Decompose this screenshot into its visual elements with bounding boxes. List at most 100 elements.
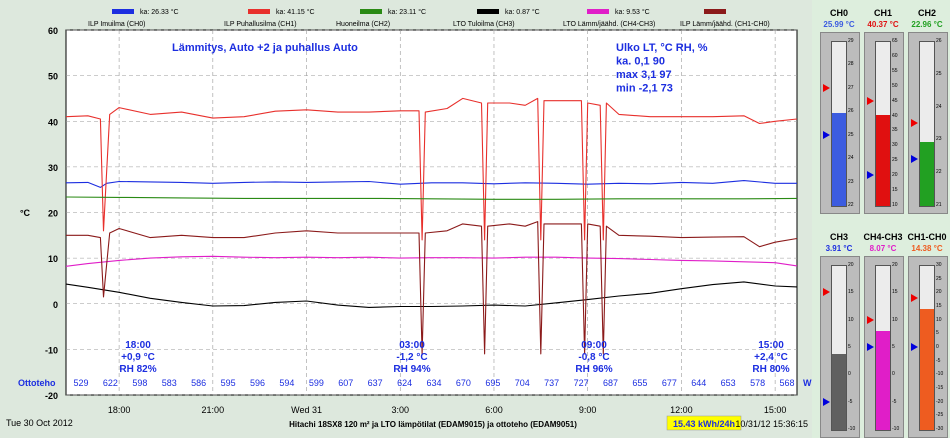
legend-swatch [704,9,726,14]
ottoteho-value: 704 [515,378,530,388]
y-tick-label: 40 [48,117,58,127]
gauge-tick-label: 0 [892,371,895,378]
legend-average: ka: 9.53 °C [615,8,650,16]
y-tick-label: -20 [45,391,58,401]
gauge-tick-label: -10 [936,371,944,378]
gauge-name: CH3 [829,232,848,242]
ottoteho-value: 529 [73,378,88,388]
series-line [65,281,798,308]
ottoteho-value: 568 [779,378,794,388]
gauge-tick-label: 15 [936,303,942,309]
gauge-tick-label: 5 [892,344,895,350]
min-marker-icon [823,397,830,406]
max-marker-icon [911,293,918,302]
ottoteho-value: 596 [250,378,265,388]
annotation-text: 18:00 [125,340,151,351]
ottoteho-value: 727 [574,378,589,388]
legend-swatch [587,9,609,14]
gauge-value: 3.91 °C [825,244,853,253]
gauge-tick-label: 40 [892,112,898,119]
gauge-fill [876,115,890,206]
gauge-tube [831,265,847,431]
gauge-frame: 20 15 10 5 0 -5 -10 [820,256,860,438]
gauge-tick-label: -5 [936,357,941,364]
gauge-tick-label: -5 [892,398,897,405]
max-marker-icon [823,288,830,297]
gauge-tick-label: 0 [936,344,939,350]
y-tick-label: 0 [53,300,58,310]
ottoteho-value: 583 [162,378,177,388]
gauge-tick-label: 10 [892,202,898,208]
ottoteho-value: 677 [662,378,677,388]
gauge-value: 8.07 °C [869,244,897,253]
legend-average: ka: 0.87 °C [505,8,540,16]
gauge-tick-label: 55 [892,67,898,74]
gauge-value: 40.37 °C [867,20,899,29]
ottoteho-value: 644 [691,378,706,388]
annotation-text: RH 80% [752,364,789,375]
gauge-tick-label: 27 [848,84,854,91]
gauge-fill [920,308,934,430]
y-tick-label: 30 [48,163,58,173]
min-marker-icon [823,130,830,139]
temperature-chart: -20 -10 0 10 20 30 40 50 60 18:00 21:00 Wed 31 3:00 6… [6,8,812,431]
legend-average: ka: 23.11 °C [388,8,426,16]
footer-timestamp: 10/31/12 15:36:15 [735,419,808,429]
ottoteho-value: 599 [309,378,324,388]
ottoteho-value: 595 [221,378,236,388]
gauge-fill [876,331,890,430]
x-tick-label: 15:00 [764,405,787,415]
ottoteho-value: 687 [603,378,618,388]
gauge-value: 14.38 °C [911,244,943,253]
gauge-tick-label: 10 [848,316,854,323]
gauge-tick-label: -10 [848,426,856,432]
gauge-name: CH4-CH3 [863,232,903,242]
ottoteho-unit: W [803,378,812,388]
ottoteho-value: 653 [721,378,736,388]
gauge-tube [919,41,935,207]
gauge-frame: 29 28 27 26 25 24 23 22 [820,32,860,214]
gauge-tick-label: 60 [892,52,898,59]
gauge-tick-label: 20 [892,262,898,268]
y-tick-label: 60 [48,26,58,36]
annotation-text: +0,9 °C [121,352,155,363]
ottoteho-value: 655 [632,378,647,388]
annotation-text: +2,4 °C [754,352,788,363]
y-tick-label: -10 [45,345,58,355]
gauge-tick-label: 15 [848,289,854,296]
annotation-text: -1,2 °C [396,352,427,363]
min-marker-icon [867,171,874,180]
gauge-tick-label: 28 [848,61,854,68]
gauge-tick-label: -5 [848,398,853,405]
gauge-fill [832,353,846,430]
gauge-tick-label: 22 [936,169,942,176]
gauge-tick-label: 10 [892,316,898,323]
footer-caption: Hitachi 18SX8 120 m² ja LTO lämpötilat (… [289,420,577,429]
gauge-name: CH1 [873,8,892,18]
chart-info-title: Lämmitys, Auto +2 ja puhallus Auto [172,42,358,54]
gauge-tick-label: 20 [848,262,854,268]
y-tick-label: 50 [48,72,58,82]
gauge-tick-label: -30 [936,426,944,432]
max-marker-icon [867,96,874,105]
ottoteho-value: 586 [191,378,206,388]
ottoteho-value: 624 [397,378,412,388]
max-marker-icon [823,83,830,92]
legend-average: ka: 41.15 °C [276,8,315,16]
x-tick-label: 21:00 [202,405,225,415]
gauge-tick-label: 20 [892,172,898,179]
annotation-text: RH 94% [393,364,430,375]
gauge-frame: 65 60 55 50 45 40 35 30 25 20 15 10 [864,32,904,214]
energy-value: 15.43 kWh/24h [673,419,735,429]
gauge-tick-label: 20 [936,289,942,296]
gauge-name: CH1-CH0 [907,232,947,242]
annotation-text: 15:00 [758,340,784,351]
gauge-tick-label: 25 [892,157,898,164]
ottoteho-value: 670 [456,378,471,388]
legend-series-name: ILP Imuilma (CH0) [88,21,145,28]
gauge-tick-label: 10 [936,316,942,323]
annotation-text: RH 96% [575,364,612,375]
gauge-tick-label: 45 [892,97,898,104]
gauge-tick-label: 0 [848,371,851,378]
x-tick-label: 6:00 [485,405,503,415]
